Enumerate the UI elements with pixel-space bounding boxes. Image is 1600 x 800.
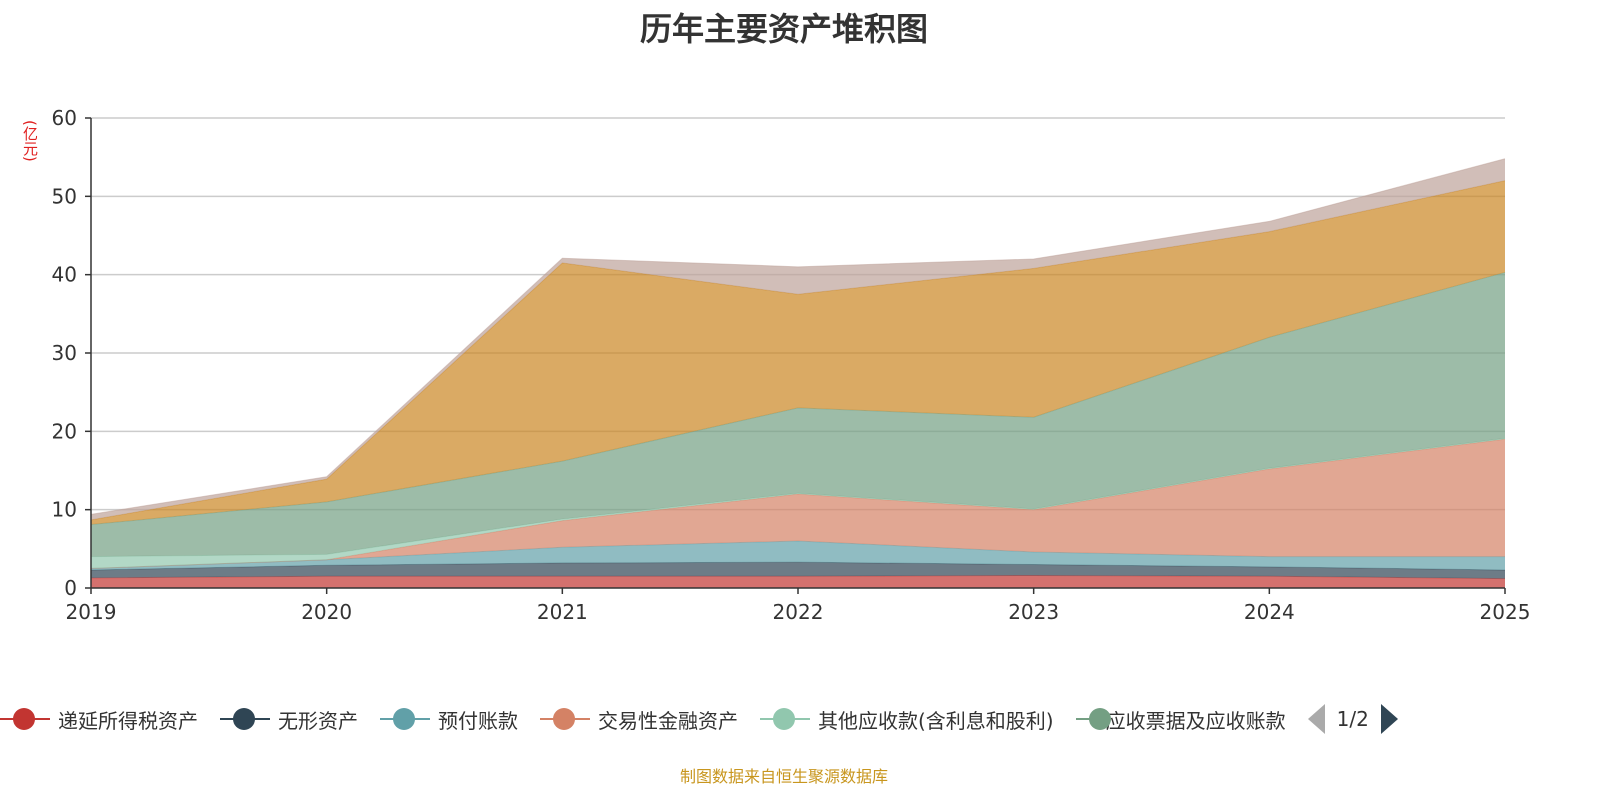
legend-label: 其他应收款(含利息和股利): [818, 708, 1054, 733]
chart-title: 历年主要资产堆积图: [639, 10, 928, 48]
legend-label: 交易性金融资产: [598, 708, 738, 733]
y-tick-label: 30: [52, 341, 77, 365]
legend-marker-icon: [540, 707, 590, 731]
legend-marker-icon: [1075, 707, 1111, 731]
legend-next-page-icon[interactable]: [1380, 704, 1398, 734]
x-tick-label: 2024: [1244, 600, 1295, 624]
x-tick-label: 2019: [66, 600, 117, 624]
area-series-0: [91, 575, 1505, 588]
legend-item[interactable]: 其他应收款(含利息和股利): [760, 705, 1054, 734]
legend-label: 应收票据及应收账款: [1105, 708, 1286, 733]
area-series-6: [91, 180, 1505, 525]
area-series-3: [91, 439, 1505, 569]
legend-item[interactable]: 应收票据及应收账款: [1075, 705, 1286, 734]
area-series-1: [91, 562, 1505, 579]
legend-item[interactable]: 无形资产: [220, 705, 358, 734]
x-tick-label: 2021: [537, 600, 588, 624]
y-tick-label: 0: [64, 576, 77, 600]
legend: 递延所得税资产 无形资产 预付账款 交易性金融资产 其他应收款(含利息和股利) 应收票据及…: [0, 704, 1398, 734]
legend-marker-icon: [0, 707, 50, 731]
legend-page-indicator: 1/2: [1336, 707, 1369, 731]
x-tick-label: 2023: [1008, 600, 1059, 624]
legend-item[interactable]: 交易性金融资产: [540, 705, 738, 734]
y-tick-label: 50: [52, 184, 77, 208]
stacked-area-chart: 0 10 20 30 40 50 60 2019 2020 2021 2022 2023 2024 202…: [52, 106, 1531, 624]
data-source-note: 制图数据来自恒生聚源数据库: [679, 767, 888, 786]
legend-marker-icon: [380, 707, 430, 731]
x-tick-label: 2020: [301, 600, 352, 624]
area-series-5: [91, 272, 1505, 557]
legend-item[interactable]: 递延所得税资产: [0, 705, 198, 734]
legend-label: 无形资产: [278, 708, 358, 733]
x-tick-label: 2022: [773, 600, 824, 624]
legend-marker-icon: [760, 707, 810, 731]
legend-pager: 1/2: [1307, 704, 1398, 734]
legend-prev-page-icon[interactable]: [1307, 704, 1325, 734]
y-axis-unit-label: (亿元): [21, 120, 39, 162]
area-series-7: [91, 158, 1505, 520]
legend-label: 递延所得税资产: [58, 708, 198, 733]
legend-label: 预付账款: [438, 708, 518, 733]
y-tick-label: 20: [52, 419, 77, 443]
legend-item[interactable]: 预付账款: [380, 705, 518, 734]
y-tick-label: 40: [52, 263, 77, 287]
legend-marker-icon: [220, 707, 270, 731]
area-series-2: [91, 541, 1505, 570]
y-tick-label: 60: [52, 106, 77, 130]
x-tick-label: 2025: [1480, 600, 1531, 624]
y-tick-label: 10: [52, 498, 77, 522]
area-line-series-7: [90, 158, 1506, 515]
